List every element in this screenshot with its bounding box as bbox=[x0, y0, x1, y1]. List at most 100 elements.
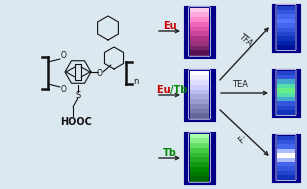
Bar bbox=[190, 142, 209, 144]
Bar bbox=[190, 105, 209, 108]
Bar bbox=[190, 157, 209, 160]
Bar bbox=[277, 85, 295, 87]
Bar bbox=[190, 24, 209, 26]
Bar bbox=[277, 155, 295, 156]
Bar bbox=[190, 162, 209, 164]
Bar bbox=[277, 166, 295, 168]
Bar bbox=[190, 115, 209, 117]
Bar bbox=[190, 80, 209, 82]
Bar bbox=[190, 164, 209, 166]
Text: S: S bbox=[76, 91, 81, 99]
Bar bbox=[190, 99, 209, 101]
Bar bbox=[277, 91, 295, 93]
Bar bbox=[190, 9, 209, 11]
Bar bbox=[190, 167, 209, 169]
Bar bbox=[190, 77, 209, 79]
Bar bbox=[271, 3, 301, 53]
Bar bbox=[277, 107, 295, 109]
Bar bbox=[190, 31, 209, 33]
Bar bbox=[277, 22, 295, 24]
Bar bbox=[277, 136, 295, 137]
Bar bbox=[190, 107, 209, 109]
Bar bbox=[277, 28, 295, 29]
Bar bbox=[277, 19, 295, 21]
Bar bbox=[277, 33, 295, 35]
Bar bbox=[190, 35, 209, 37]
Bar bbox=[277, 20, 295, 22]
Bar bbox=[277, 168, 295, 170]
Bar bbox=[271, 133, 301, 183]
Bar bbox=[190, 36, 209, 38]
Bar bbox=[190, 93, 209, 95]
Bar bbox=[277, 94, 295, 96]
Bar bbox=[190, 46, 209, 48]
Bar bbox=[277, 147, 295, 149]
Text: O: O bbox=[61, 51, 67, 60]
Bar bbox=[277, 48, 295, 50]
Bar bbox=[190, 140, 209, 142]
Bar bbox=[190, 102, 209, 105]
Bar bbox=[190, 38, 209, 40]
Bar bbox=[277, 141, 295, 143]
Bar bbox=[190, 41, 209, 43]
Bar bbox=[190, 71, 209, 73]
Bar bbox=[277, 81, 295, 83]
Bar bbox=[277, 70, 295, 72]
Bar bbox=[190, 17, 209, 19]
Bar bbox=[190, 149, 209, 152]
Bar bbox=[277, 7, 295, 9]
Bar bbox=[277, 25, 295, 26]
Bar bbox=[277, 100, 295, 102]
Bar bbox=[277, 82, 295, 84]
Bar bbox=[190, 151, 209, 153]
Bar bbox=[277, 113, 295, 115]
Bar bbox=[277, 98, 295, 100]
Bar bbox=[190, 170, 209, 172]
Bar bbox=[190, 173, 209, 175]
Bar bbox=[277, 162, 295, 164]
Bar bbox=[190, 146, 209, 148]
Bar bbox=[190, 159, 209, 161]
Bar bbox=[277, 9, 295, 10]
Bar bbox=[190, 14, 209, 16]
Bar bbox=[190, 154, 209, 156]
Bar bbox=[190, 94, 209, 97]
Bar bbox=[277, 109, 295, 111]
Text: O: O bbox=[61, 85, 67, 94]
Bar bbox=[277, 152, 295, 154]
Bar bbox=[190, 145, 209, 147]
Bar bbox=[277, 137, 295, 139]
Bar bbox=[277, 87, 295, 89]
Bar bbox=[277, 178, 295, 180]
Bar bbox=[277, 36, 295, 38]
Bar bbox=[277, 30, 295, 32]
Bar bbox=[190, 178, 209, 180]
Bar bbox=[271, 68, 301, 118]
Bar bbox=[277, 29, 295, 31]
Bar bbox=[277, 171, 295, 173]
Bar bbox=[277, 41, 295, 43]
Bar bbox=[277, 88, 295, 90]
Bar bbox=[277, 14, 295, 16]
Bar bbox=[277, 23, 295, 25]
Bar bbox=[190, 50, 209, 53]
Text: HOOC: HOOC bbox=[60, 117, 92, 127]
Bar bbox=[190, 11, 209, 13]
Bar bbox=[277, 174, 295, 176]
Text: O: O bbox=[97, 68, 103, 77]
Bar bbox=[277, 13, 295, 15]
Bar bbox=[277, 104, 295, 106]
Bar bbox=[190, 12, 209, 15]
Bar bbox=[277, 16, 295, 18]
Bar bbox=[277, 78, 295, 80]
Bar bbox=[190, 82, 209, 84]
Bar bbox=[277, 144, 295, 146]
Bar bbox=[190, 91, 209, 93]
Bar bbox=[190, 109, 209, 111]
Bar bbox=[277, 103, 295, 105]
Bar bbox=[277, 101, 295, 103]
Bar bbox=[190, 177, 209, 179]
Bar bbox=[190, 79, 209, 81]
Bar bbox=[277, 159, 295, 161]
Text: n: n bbox=[133, 77, 138, 85]
